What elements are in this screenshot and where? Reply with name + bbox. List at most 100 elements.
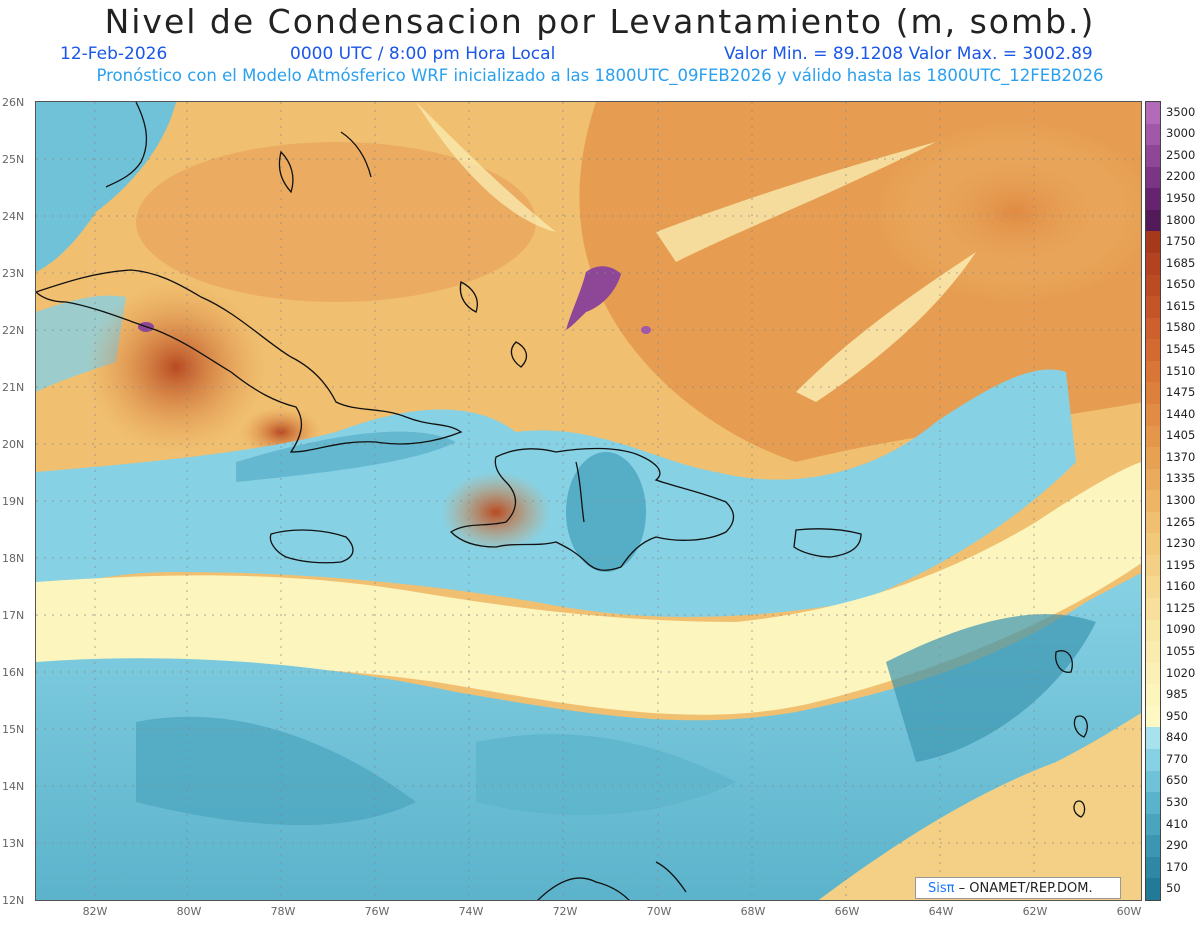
colorbar-segment [1146,403,1160,426]
coast-sa [537,877,630,900]
field-streak-2 [656,142,936,262]
lon-label: 76W [364,905,390,918]
coastlines [36,102,1088,900]
colorbar-segment [1146,188,1160,211]
colorbar-label: 1300 [1166,493,1196,507]
colorbar-segment [1146,662,1160,685]
lon-label: 78W [270,905,296,918]
coast-martinique [1073,715,1088,738]
colorbar-label: 1055 [1166,643,1196,658]
lon-label: 80W [176,905,202,918]
colorbar-label: 1510 [1166,363,1196,378]
colorbar-segment [1146,468,1160,491]
colorbar-segment [1146,209,1160,232]
coast-florida [105,102,148,188]
colorbar-segment [1146,274,1160,297]
lat-label: 22N [2,324,25,337]
colorbar-segment [1146,166,1160,189]
colorbar-segment [1146,856,1160,879]
graticule [36,102,1141,900]
value-range: Valor Min. = 89.1208 Valor Max. = 3002.8… [724,44,1093,64]
lon-label: 74W [458,905,484,918]
field-south-dark-3 [476,734,736,816]
lat-label: 20N [2,438,25,451]
colorbar-label: 1800 [1166,212,1196,227]
colorbar-segment [1146,425,1160,448]
colorbar-segment [1146,749,1160,772]
colorbar-label: 530 [1166,794,1188,809]
colorbar-label: 1685 [1166,255,1196,270]
lat-label: 24N [2,210,25,223]
field-ne-core [876,122,1141,302]
field-south-dark-1 [136,716,416,826]
colorbar-segment [1146,252,1160,276]
lat-label: 17N [2,609,25,622]
colorbar-segment [1146,727,1160,750]
colorbar-segment [1146,447,1160,470]
lon-label: 70W [646,905,672,918]
lon-label: 66W [834,905,860,918]
colorbar-label: 3500 [1166,104,1196,119]
colorbar-label: 1265 [1166,514,1196,529]
lat-label: 15N [2,723,25,736]
colorbar-segment [1146,835,1160,858]
lon-label: 60W [1116,905,1142,918]
colorbar-label: 290 [1166,838,1188,853]
colorbar-label: 950 [1166,708,1188,723]
coast-inagua [459,281,478,313]
colorbar [1145,101,1161,901]
colorbar-label: 840 [1166,730,1188,745]
coast-andros [278,150,294,194]
coast-tci [510,341,528,368]
colorbar-segment [1146,684,1160,707]
field-haiti-hotspot [441,472,551,552]
colorbar-segment [1146,576,1160,599]
colorbar-label: 1440 [1166,406,1196,421]
colorbar-label: 650 [1166,773,1188,788]
forecast-date: 12-Feb-2026 [60,44,168,64]
colorbar-segment [1146,878,1160,901]
map-canvas [36,102,1141,900]
lat-label: 26N [2,96,25,109]
lat-label: 12N [2,894,25,907]
lcl-map [35,101,1142,901]
field-south-dark-2 [886,614,1096,762]
coast-puerto-rico [793,528,862,558]
colorbar-segment [1146,102,1160,125]
coast-jamaica [269,529,354,564]
coast-border [575,461,585,523]
colorbar-segment [1146,317,1160,340]
colorbar-segment [1146,360,1160,383]
colorbar-label: 1750 [1166,234,1196,249]
coast-guadeloupe [1055,650,1073,673]
colorbar-label: 3000 [1166,126,1196,141]
colorbar-segment [1146,231,1160,254]
colorbar-label: 1160 [1166,579,1196,594]
colorbar-label: 1580 [1166,320,1196,335]
colorbar-label: 1545 [1166,342,1196,357]
lat-label: 18N [2,552,25,565]
colorbar-label: 1335 [1166,471,1196,486]
colorbar-label: 1195 [1166,557,1196,572]
credit-brand: Sisπ [928,881,955,896]
colorbar-segment [1146,619,1160,642]
field-cuba-hotspot [86,282,266,452]
coast-aruba [655,861,687,893]
coast-cuba [36,269,463,453]
colorbar-label: 1650 [1166,277,1196,292]
lat-label: 21N [2,381,25,394]
colorbar-label: 1370 [1166,449,1196,464]
colorbar-segment [1146,296,1160,319]
colorbar-label: 1090 [1166,622,1196,637]
field-streak-3 [796,252,976,402]
credit-box: Sisπ – ONAMET/REP.DOM. [915,877,1121,899]
map-title: Nivel de Condensacion por Levantamiento … [104,2,1096,41]
colorbar-label: 50 [1166,881,1181,896]
coast-eleuthera [340,131,372,178]
lon-label: 62W [1022,905,1048,918]
colorbar-label: 1950 [1166,191,1196,206]
lat-label: 23N [2,267,25,280]
lon-label: 68W [740,905,766,918]
colorbar-segment [1146,705,1160,728]
colorbar-segment [1146,490,1160,513]
